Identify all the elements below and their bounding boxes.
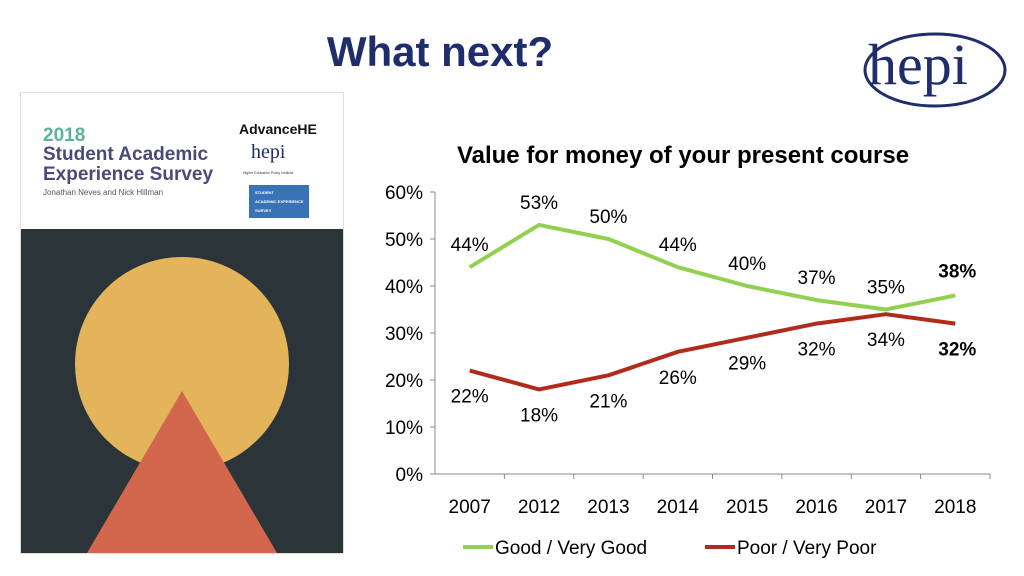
series-line-good [468,222,956,312]
data-label: 38% [938,261,976,282]
slide-title: What next? [326,28,554,75]
y-tick-label: 0% [396,465,424,486]
y-tick-label: 10% [385,418,423,439]
y-tick-label: 20% [385,371,423,392]
y-tick-label: 50% [385,230,423,251]
cover-title-line2: Experience Survey [43,164,214,185]
data-label: 37% [798,268,836,289]
cover-hepi-logo: hepi [251,141,286,163]
cover-hepi-subtitle: Higher Education Policy Institute [243,171,294,175]
survey-badge: STUDENT ACADEMIC EXPERIENCE SURVEY [249,185,310,218]
x-tick-label: 2017 [865,497,907,518]
x-tick-label: 2015 [726,497,768,518]
x-tick-label: 2018 [934,497,976,518]
y-tick-label: 30% [385,324,423,345]
legend-label: Good / Very Good [495,538,647,559]
data-label: 32% [798,340,836,361]
chart-title: Value for money of your present course [457,142,909,169]
data-label: 50% [589,207,627,228]
y-tick-label: 60% [385,183,423,204]
data-label: 40% [728,254,766,275]
cover-title-line1: Student Academic [43,144,209,165]
triangle-shape [87,391,277,553]
y-tick-label: 40% [385,277,423,298]
data-label: 21% [589,391,627,412]
data-label: 18% [520,405,558,426]
data-label: 32% [938,340,976,361]
cover-artwork [21,229,343,553]
badge-line: SURVEY [255,208,272,213]
data-label: 34% [867,330,905,351]
cover-year: 2018 [43,125,86,146]
x-tick-label: 2013 [587,497,629,518]
x-tick-label: 2016 [795,497,837,518]
report-cover: 2018 Student Academic Experience Survey J… [20,92,344,554]
data-label: 26% [659,368,697,389]
x-tick-label: 2012 [518,497,560,518]
data-label: 29% [728,354,766,375]
cover-title: Student Academic Experience Survey [43,145,213,185]
data-label: 35% [867,278,905,299]
sun-circle [75,257,289,471]
advancehe-logo: AdvanceHE [239,121,317,137]
x-tick-label: 2014 [657,497,700,518]
data-label: 44% [451,235,489,256]
x-tick-label: 2007 [449,497,491,518]
series-line-poor [469,312,956,392]
data-label: 44% [659,235,697,256]
svg-text:hepi: hepi [868,32,968,97]
badge-line: ACADEMIC EXPERIENCE [255,199,304,204]
hepi-logo: hepi [860,18,1010,118]
cover-authors: Jonathan Neves and Nick Hillman [43,188,164,197]
data-label: 53% [520,193,558,214]
data-label: 22% [451,387,489,408]
badge-line: STUDENT [255,190,274,195]
legend-label: Poor / Very Poor [737,538,877,559]
